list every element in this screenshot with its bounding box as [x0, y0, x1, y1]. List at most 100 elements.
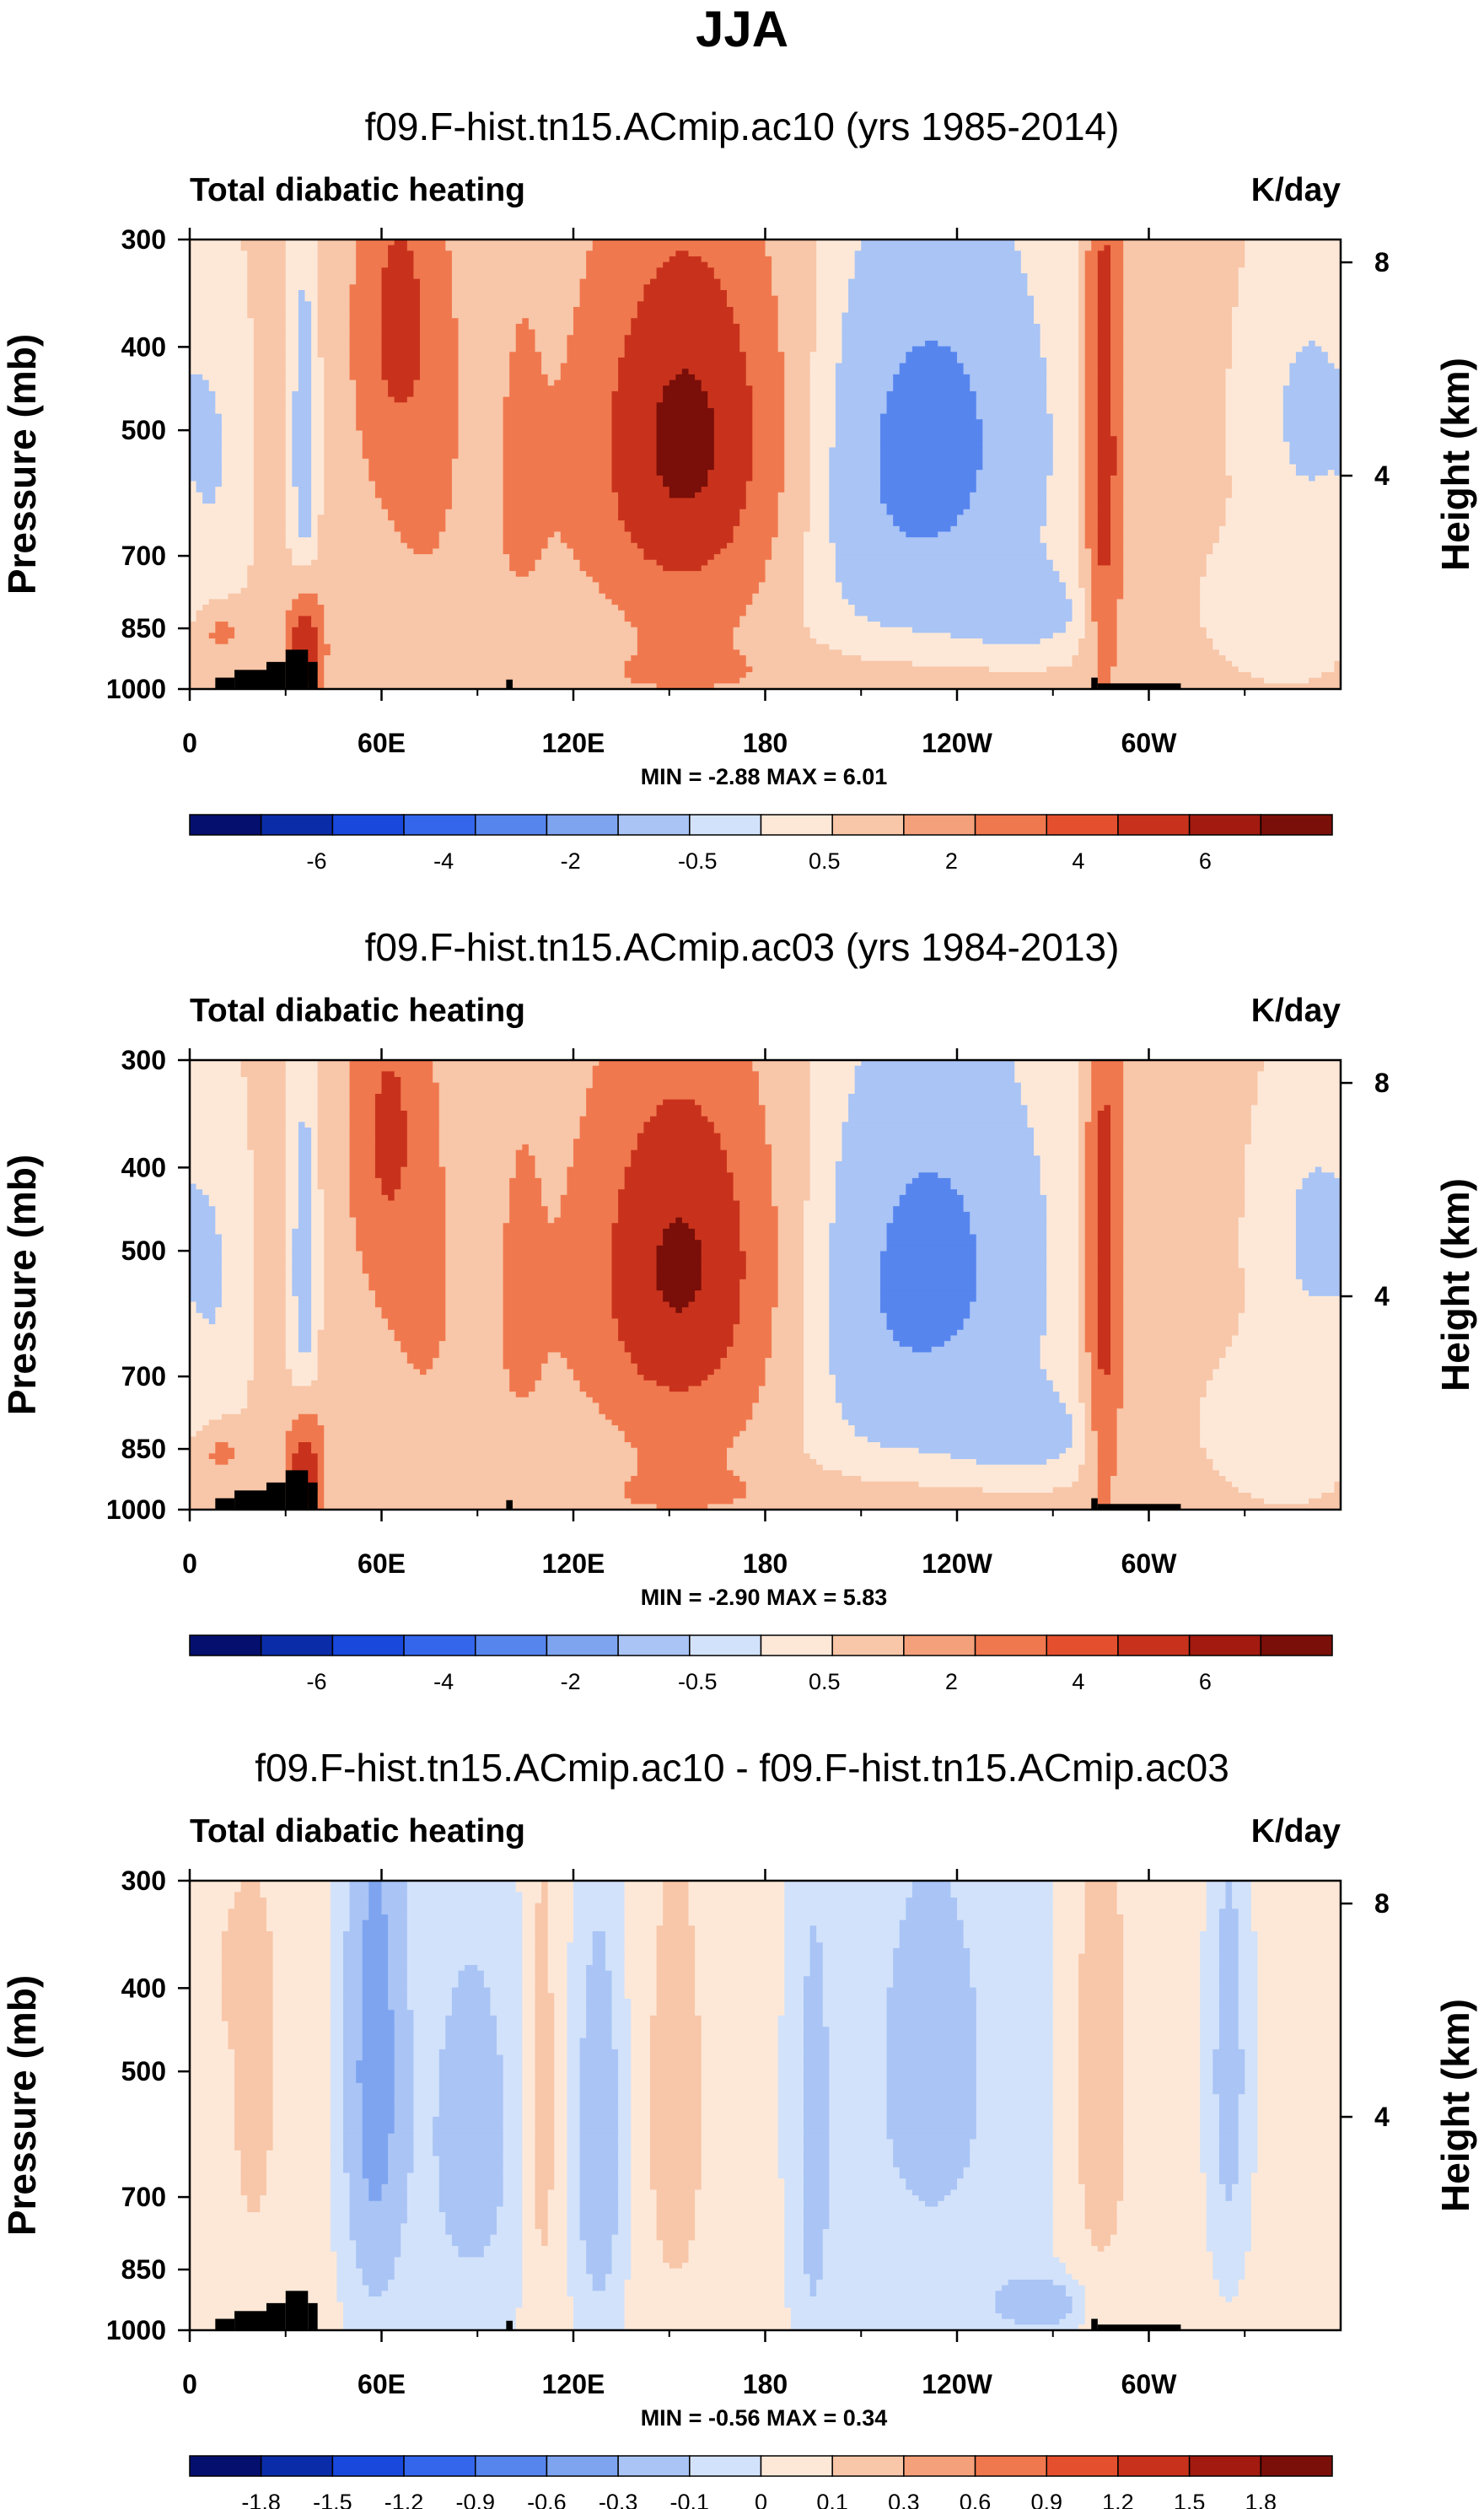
field-cell: [285, 514, 299, 521]
field-cell: [745, 672, 1099, 679]
field-cell: [777, 318, 817, 325]
field-cell: [554, 2065, 568, 2073]
field-cell: [809, 1099, 849, 1106]
field-cell: [234, 2065, 274, 2073]
field-cell: [311, 1206, 325, 1213]
field-cell: [567, 1953, 594, 1960]
field-cell: [522, 1892, 542, 1898]
field-cell: [458, 1970, 485, 1977]
field-cell: [247, 284, 287, 291]
field-cell: [509, 1183, 542, 1190]
field-cell: [618, 1425, 747, 1432]
field-cell: [330, 2021, 344, 2027]
terrain-block: [234, 670, 266, 689]
field-cell: [1104, 1369, 1111, 1376]
field-cell: [1123, 1116, 1252, 1123]
field-cell: [579, 1122, 645, 1128]
field-cell: [1084, 284, 1099, 291]
field-cell: [567, 352, 626, 358]
field-cell: [503, 2133, 523, 2140]
field-cell: [809, 1160, 836, 1168]
field-cell: [1116, 1453, 1207, 1460]
field-cell: [343, 2054, 363, 2061]
field-cell: [503, 1223, 613, 1230]
field-cell: [285, 1447, 299, 1454]
field-cell: [611, 599, 753, 606]
field-cell: [611, 458, 658, 466]
field-cell: [1084, 357, 1099, 364]
field-cell: [509, 1200, 542, 1207]
field-cell: [445, 1324, 504, 1331]
field-cell: [1097, 1262, 1111, 1269]
field-cell: [656, 1981, 696, 1989]
field-cell: [317, 1139, 351, 1145]
field-cell: [1052, 2088, 1079, 2095]
field-cell: [650, 2021, 702, 2027]
field-cell: [554, 380, 619, 386]
field-cell: [509, 374, 549, 381]
field-cell: [190, 1919, 229, 1926]
field-cell: [1200, 1947, 1220, 1955]
field-cell: [388, 1318, 446, 1325]
field-cell: [394, 2032, 415, 2039]
field-cell: [804, 1363, 830, 1370]
field-cell: [567, 2021, 587, 2027]
field-cell: [1084, 323, 1099, 331]
field-cell: [285, 1312, 299, 1320]
field-cell: [624, 340, 740, 347]
field-cell: [190, 1447, 216, 1454]
field-cell: [503, 1363, 542, 1370]
field-cell: [835, 369, 901, 375]
field-cell: [190, 447, 223, 454]
field-cell: [349, 284, 383, 291]
field-cell: [465, 1964, 478, 1972]
field-cell: [535, 1925, 549, 1932]
field-cell: [579, 2038, 613, 2044]
field-cell: [777, 2027, 804, 2033]
field-cell: [1123, 329, 1233, 336]
field-cell: [221, 2010, 274, 2016]
field-cell: [272, 2065, 331, 2073]
field-cell: [663, 396, 708, 403]
field-cell: [777, 2128, 804, 2135]
field-cell: [362, 2038, 395, 2044]
field-cell: [292, 1251, 312, 1257]
field-cell: [745, 655, 862, 662]
field-cell: [292, 638, 319, 645]
field-cell: [886, 2060, 977, 2067]
field-cell: [298, 312, 312, 319]
field-cell: [829, 1279, 881, 1286]
field-cell: [381, 1909, 408, 1915]
field-cell: [362, 2150, 389, 2157]
field-cell: [1206, 1453, 1342, 1460]
field-cell: [522, 2043, 536, 2050]
field-cell: [1218, 2128, 1239, 2135]
field-cell: [374, 1295, 446, 1303]
field-cell: [311, 301, 319, 308]
field-cell: [1034, 1133, 1079, 1139]
field-cell: [221, 1976, 274, 1983]
field-cell: [221, 1964, 274, 1972]
field-cell: [867, 616, 1073, 622]
field-cell: [535, 1942, 549, 1949]
field-cell: [503, 548, 542, 555]
field-cell: [438, 1127, 581, 1134]
field-cell: [1078, 638, 1099, 645]
field-cell: [343, 2049, 363, 2056]
field-cell: [1238, 1993, 1259, 2000]
field-cell: [413, 2027, 446, 2033]
field-cell: [413, 2071, 440, 2078]
field-cell: [804, 1217, 836, 1224]
field-cell: [445, 514, 504, 521]
field-cell: [809, 1065, 856, 1072]
field-cell: [1034, 306, 1079, 314]
field-cell: [784, 447, 811, 454]
field-cell: [567, 2139, 581, 2146]
field-cell: [285, 1284, 293, 1291]
field-cell: [311, 1234, 325, 1241]
field-cell: [618, 2116, 632, 2124]
field-cell: [809, 514, 830, 521]
field-cell: [1212, 542, 1342, 550]
field-cell: [1097, 346, 1111, 353]
field-cell: [1091, 1397, 1124, 1404]
